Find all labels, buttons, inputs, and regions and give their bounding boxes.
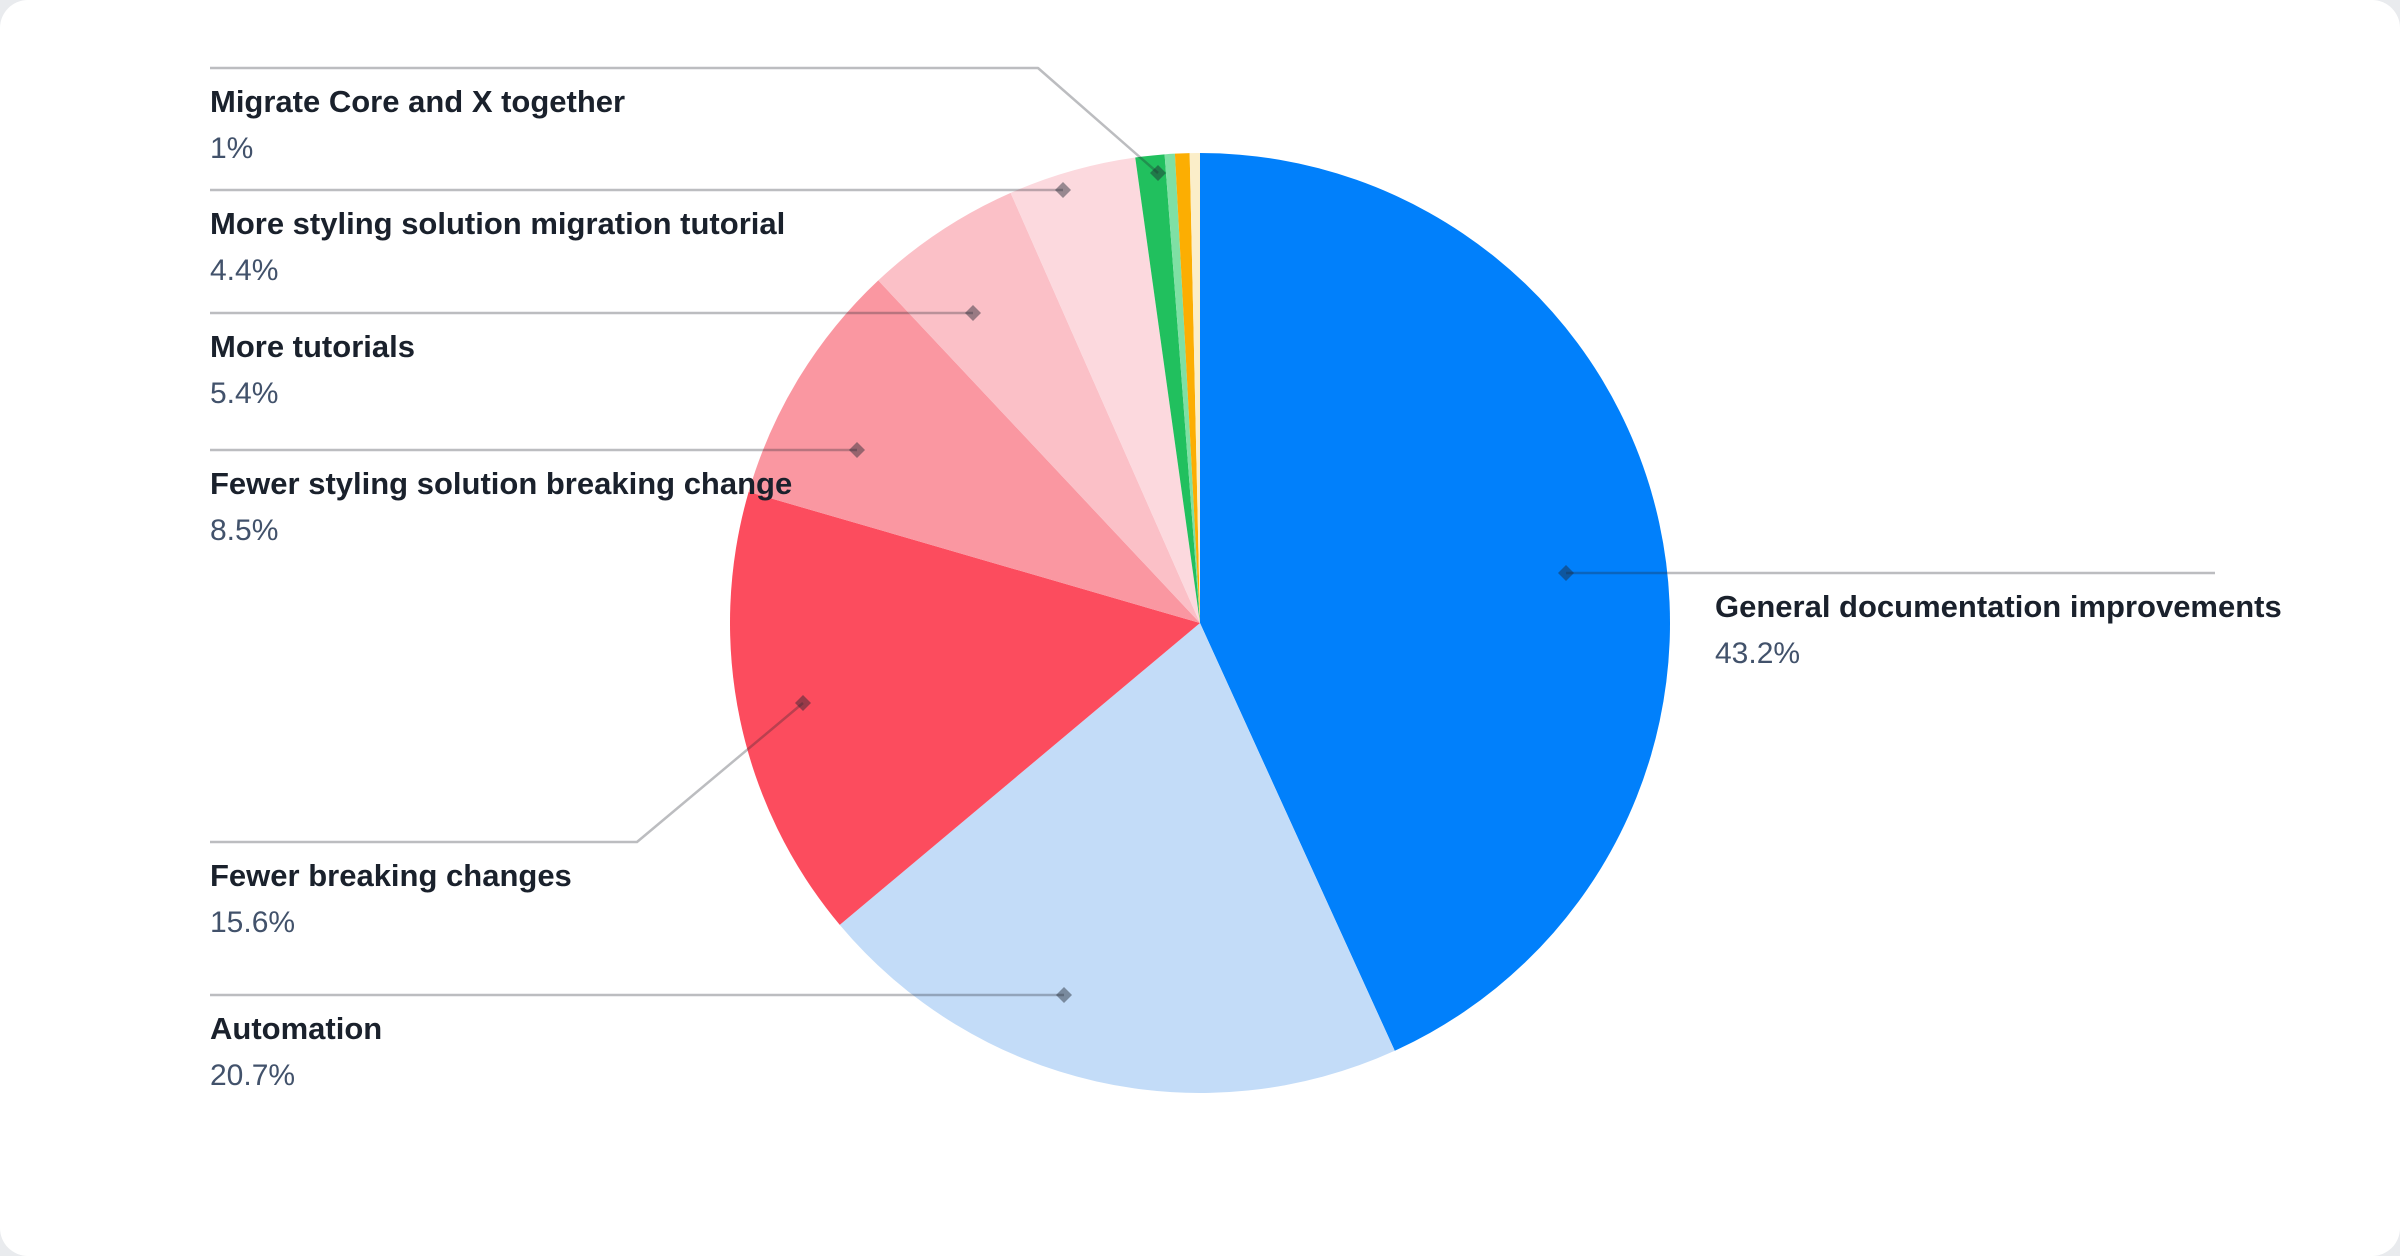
leader-marker-diamond-icon [1055,182,1071,198]
pie-slice-more-styling-solution-migration-tutorial[interactable] [1010,157,1200,624]
slice-label-general-documentation-improvements: General documentation improvements [1715,589,2282,624]
pie-slice-automation[interactable] [839,623,1395,1094]
callout-fewer-breaking-changes: Fewer breaking changes 15.6% [210,695,811,939]
slice-label-more-tutorials: More tutorials [210,329,415,364]
pie-slice-unlabeled-small-3[interactable] [1189,152,1200,623]
pie-slice-fewer-breaking-changes[interactable] [729,491,1200,925]
slice-callouts: General documentation improvements 43.2% A… [210,66,2282,1092]
leader-marker-diamond-icon [1558,565,1574,581]
slice-label-more-styling-solution-migration-tutorial: More styling solution migration tutorial [210,206,785,241]
slice-label-fewer-breaking-changes: Fewer breaking changes [210,858,572,893]
callout-migrate-core-and-x-together: Migrate Core and X together 1% [210,66,1166,181]
callout-general-documentation-improvements: General documentation improvements 43.2% [1558,565,2282,670]
leader-marker-diamond-icon [849,442,865,458]
slice-percent-general-documentation-improvements: 43.2% [1715,637,1800,670]
slice-percent-fewer-styling-solution-breaking-change: 8.5% [210,514,278,547]
callout-fewer-styling-solution-breaking-change: Fewer styling solution breaking change 8.… [210,442,865,547]
leader-marker-diamond-icon [795,695,811,711]
leader-marker-diamond-icon [1056,987,1072,1003]
pie-slice-migrate-core-and-x-together[interactable] [1135,154,1200,623]
pie-slice-fewer-styling-solution-breaking-change[interactable] [748,280,1200,623]
leader-line [210,702,804,844]
slice-percent-fewer-breaking-changes: 15.6% [210,906,295,939]
pie-slice-unlabeled-small-1[interactable] [1164,153,1200,624]
slice-label-migrate-core-and-x-together: Migrate Core and X together [210,84,625,119]
pie-slice-unlabeled-small-2[interactable] [1174,153,1200,624]
callout-more-styling-solution-migration-tutorial: More styling solution migration tutorial… [210,182,1071,287]
pie-slice-more-tutorials[interactable] [878,192,1200,623]
slice-percent-automation: 20.7% [210,1059,295,1092]
slice-percent-more-tutorials: 5.4% [210,377,278,410]
leader-marker-diamond-icon [965,305,981,321]
slice-percent-migrate-core-and-x-together: 1% [210,132,253,165]
slice-percent-more-styling-solution-migration-tutorial: 4.4% [210,254,278,287]
callout-automation: Automation 20.7% [210,987,1072,1092]
callout-more-tutorials: More tutorials 5.4% [210,305,981,410]
leader-line [210,66,1159,174]
slice-label-automation: Automation [210,1011,382,1046]
pie-slice-general-documentation-improvements[interactable] [1200,153,1671,1051]
slice-label-fewer-styling-solution-breaking-change: Fewer styling solution breaking change [210,466,792,501]
pie-slices [729,152,1671,1094]
leader-marker-diamond-icon [1150,165,1166,181]
